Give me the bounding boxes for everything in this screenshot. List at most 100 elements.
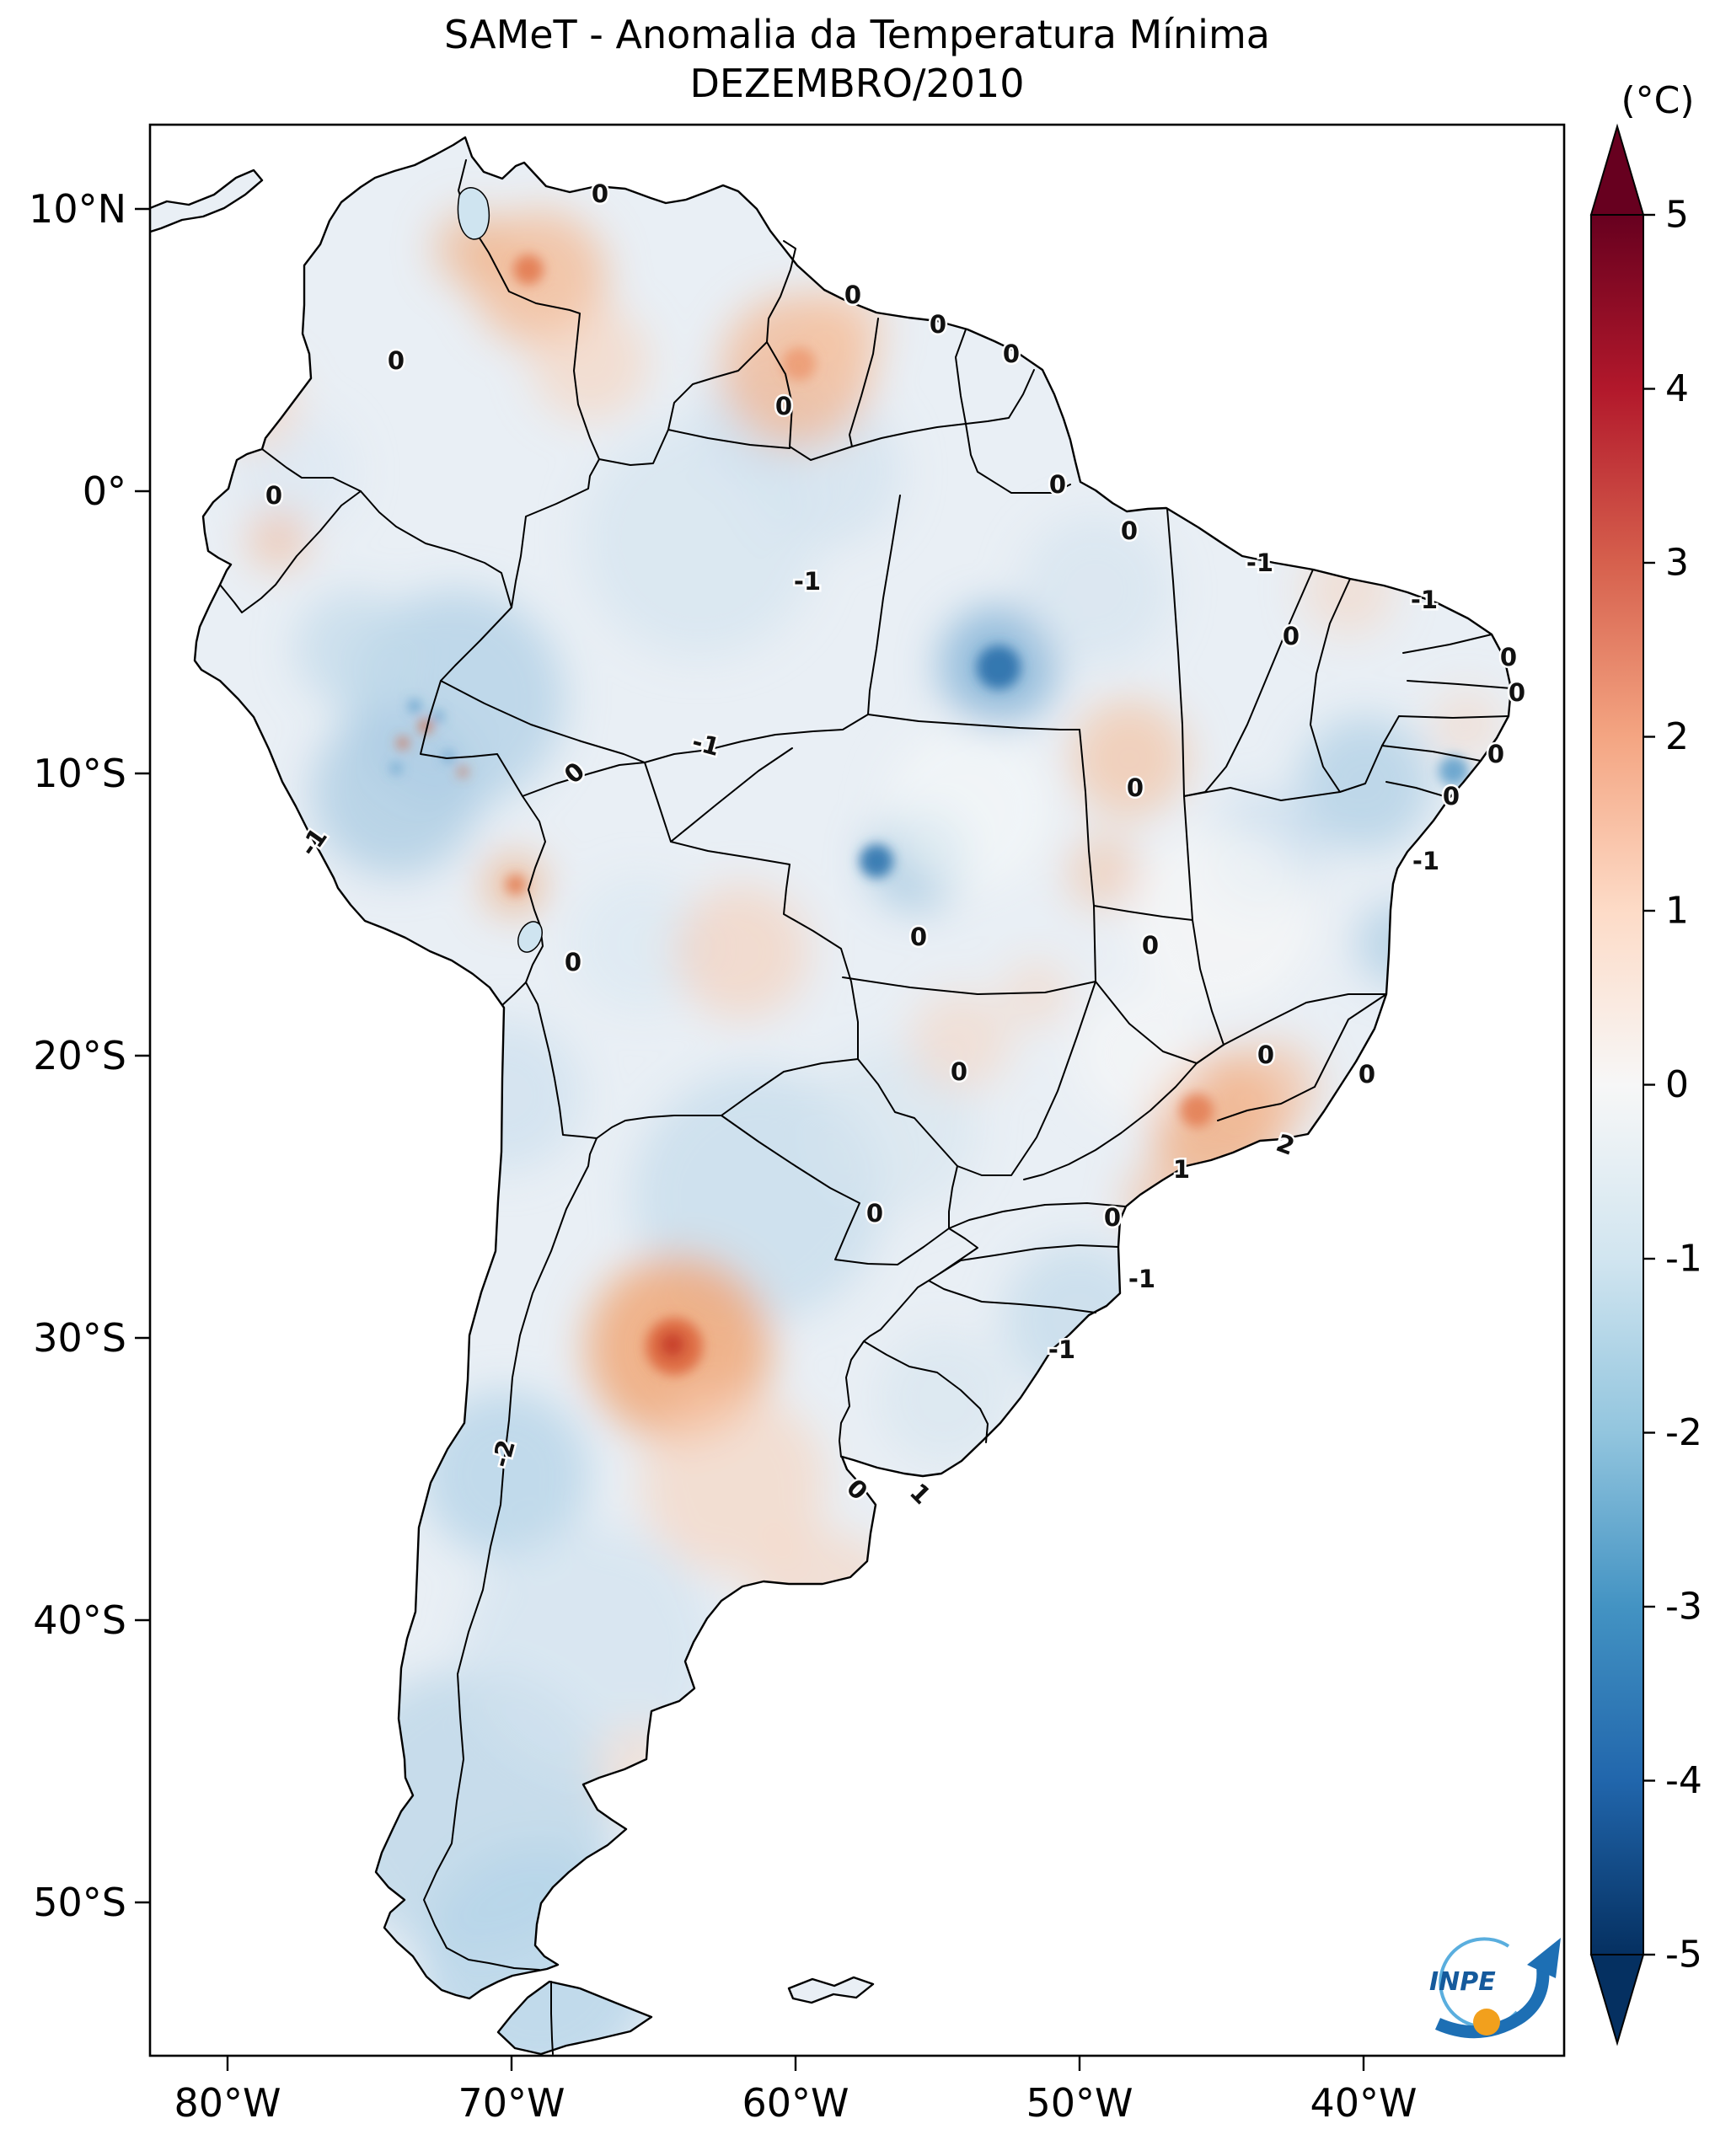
border-line xyxy=(1381,745,1482,762)
colorbar-tick-label: 5 xyxy=(1665,194,1689,237)
contour-label: 0 xyxy=(775,392,792,420)
lat-tick-label: 10°N xyxy=(29,186,126,232)
anomaly-blob xyxy=(1070,986,1205,1121)
lake-maracaibo xyxy=(457,187,490,240)
anomaly-blob xyxy=(640,1390,826,1576)
border-line xyxy=(1023,1044,1225,1180)
anomaly-blob xyxy=(1433,691,1500,758)
contour-label: -1 xyxy=(1412,847,1439,875)
colorbar-bottom-arrow xyxy=(1589,1954,1645,2046)
contour-label: 0 xyxy=(1104,1203,1121,1232)
colorbar-ticks: 5 4 3 2 1 0 -1 -2 -3 -4 -5 xyxy=(1643,194,1702,1977)
border-line xyxy=(522,762,859,1060)
anomaly-spot xyxy=(1180,1094,1214,1127)
contour-label: 0 xyxy=(1127,773,1144,802)
contour-label: 0 xyxy=(592,179,608,208)
lat-tick-label: 50°S xyxy=(33,1880,126,1925)
border-line xyxy=(857,1058,958,1229)
colorbar-gradient xyxy=(1590,214,1644,1955)
border-line xyxy=(965,369,1035,425)
lon-tick-label: 80°W xyxy=(174,2080,281,2126)
border-line xyxy=(667,429,790,449)
border-line xyxy=(940,1244,1119,1274)
contour-label: 0 xyxy=(930,310,946,339)
lat-tick-label: 30°S xyxy=(33,1315,126,1361)
lake-titicaca xyxy=(517,921,544,953)
lakes xyxy=(457,187,544,953)
contour-label: 0 xyxy=(1121,516,1138,545)
border-line xyxy=(948,1202,1126,1229)
border-line xyxy=(360,490,512,608)
anomaly-blob xyxy=(421,1390,590,1559)
border-line xyxy=(955,329,967,425)
border-line xyxy=(1217,1086,1316,1121)
border-line xyxy=(1310,578,1351,793)
anomaly-blob xyxy=(809,1045,978,1213)
contour-label: 0 xyxy=(565,948,581,976)
anomaly-blob xyxy=(295,590,413,708)
border-line xyxy=(1166,508,1185,797)
contour-label: 0 xyxy=(265,481,282,510)
anomaly-blob xyxy=(1020,514,1171,666)
lat-tick-label: 0° xyxy=(83,468,126,514)
contour-label: 0 xyxy=(951,1057,967,1086)
anomaly-blob xyxy=(312,708,480,876)
anomaly-spot xyxy=(513,254,544,285)
border-line xyxy=(525,982,598,1139)
border-line xyxy=(839,1340,865,1458)
anomaly-blob xyxy=(531,303,649,421)
political-borders xyxy=(219,159,1512,2055)
border-line xyxy=(511,458,600,608)
anomaly-spot xyxy=(782,347,816,381)
anomaly-spot xyxy=(506,875,526,895)
lon-tick-label: 70°W xyxy=(458,2080,565,2126)
anomaly-spot xyxy=(660,1332,685,1357)
contour-label: -1 xyxy=(1048,1335,1075,1364)
border-line xyxy=(219,490,362,613)
border-line xyxy=(842,976,1096,995)
border-line xyxy=(598,341,768,466)
colorbar-tick-label: 3 xyxy=(1665,542,1689,585)
contour-label: 0 xyxy=(866,1199,883,1228)
border-line xyxy=(863,1340,989,1443)
border-line xyxy=(1339,745,1383,793)
border-line xyxy=(501,982,527,1006)
anomaly-spot xyxy=(458,767,468,777)
border-line xyxy=(1223,993,1387,1046)
border-line xyxy=(721,1058,859,1116)
colorbar-tick-label: -1 xyxy=(1665,1238,1702,1281)
border-line xyxy=(928,1280,1096,1313)
contour-label: -1 xyxy=(1128,1265,1155,1293)
colorbar-top-arrow xyxy=(1589,123,1645,216)
border-line xyxy=(1183,795,1193,921)
colorbar-tick-label: -5 xyxy=(1665,1934,1702,1977)
border-line xyxy=(1407,680,1512,689)
colorbar-tick-label: 0 xyxy=(1665,1063,1689,1106)
anomaly-blob xyxy=(573,876,708,1011)
longitude-axis: 80°W 70°W 60°W 50°W 40°W xyxy=(174,2056,1417,2126)
colorbar: 5 4 3 2 1 0 -1 -2 -3 -4 -5 xyxy=(1589,123,1702,2046)
border-line xyxy=(1192,919,1225,1046)
contour-label: -1 xyxy=(1411,586,1438,614)
border-line xyxy=(867,714,1080,730)
border-line xyxy=(522,795,546,983)
anomaly-blob xyxy=(434,211,510,286)
contour-label: 0 xyxy=(844,281,861,309)
anomaly-spot xyxy=(977,645,1021,689)
border-line xyxy=(261,448,362,492)
border-line xyxy=(957,981,1096,1176)
anomaly-spot xyxy=(443,752,453,762)
logo-arrowhead xyxy=(1527,1938,1561,1978)
border-line xyxy=(670,747,793,843)
border-line xyxy=(644,714,869,763)
lat-tick-label: 10°S xyxy=(33,751,126,796)
contour-label: 0 xyxy=(1003,340,1020,368)
border-line xyxy=(596,1115,722,1139)
border-line xyxy=(1079,729,1095,907)
anomaly-spot xyxy=(860,844,893,878)
logo-text: INPE xyxy=(1429,1967,1496,1997)
border-line xyxy=(965,423,1071,494)
anomaly-blob xyxy=(674,885,809,1019)
